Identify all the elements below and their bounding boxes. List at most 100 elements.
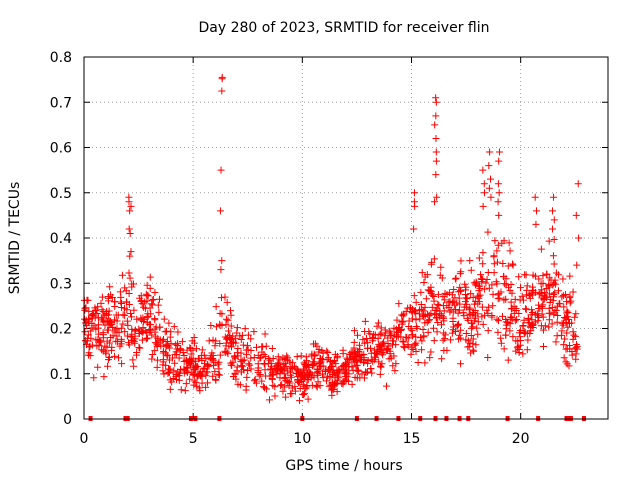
y-tick-label: 0.8 bbox=[50, 50, 72, 66]
data-point bbox=[412, 322, 420, 330]
data-point bbox=[369, 333, 377, 341]
data-point bbox=[428, 258, 436, 266]
data-point bbox=[461, 298, 469, 306]
data-point bbox=[123, 317, 131, 325]
data-point bbox=[268, 345, 276, 353]
data-point bbox=[212, 376, 220, 384]
data-point bbox=[515, 349, 523, 357]
data-point bbox=[216, 371, 224, 379]
data-point bbox=[419, 311, 427, 319]
data-point bbox=[414, 358, 422, 366]
data-point bbox=[432, 112, 440, 120]
data-point bbox=[546, 290, 554, 298]
data-point bbox=[196, 387, 204, 395]
data-point bbox=[455, 320, 463, 328]
data-point bbox=[170, 323, 178, 331]
data-point bbox=[313, 383, 321, 391]
data-point bbox=[537, 322, 545, 330]
data-point bbox=[572, 344, 580, 352]
data-point bbox=[247, 335, 255, 343]
data-point bbox=[531, 310, 539, 318]
data-point bbox=[131, 335, 139, 343]
data-point bbox=[481, 285, 489, 293]
data-point bbox=[256, 372, 264, 380]
data-point bbox=[188, 358, 196, 366]
data-point bbox=[560, 341, 568, 349]
data-point bbox=[221, 347, 229, 355]
data-point bbox=[198, 346, 206, 354]
data-point bbox=[212, 303, 220, 311]
data-point bbox=[367, 365, 375, 373]
data-point bbox=[494, 317, 502, 325]
data-point bbox=[502, 331, 510, 339]
data-point bbox=[209, 351, 217, 359]
data-point bbox=[98, 293, 106, 301]
data-point bbox=[216, 351, 224, 359]
data-point bbox=[466, 304, 474, 312]
data-point bbox=[489, 302, 497, 310]
data-point bbox=[126, 252, 134, 260]
data-point bbox=[297, 352, 305, 360]
data-point bbox=[489, 290, 497, 298]
data-point bbox=[523, 346, 531, 354]
data-point bbox=[569, 288, 577, 296]
data-point bbox=[419, 326, 427, 334]
data-point bbox=[522, 305, 530, 313]
data-point bbox=[494, 295, 502, 303]
data-point bbox=[126, 207, 134, 215]
data-point bbox=[490, 260, 498, 268]
data-point bbox=[412, 339, 420, 347]
data-point bbox=[500, 345, 508, 353]
data-point bbox=[562, 318, 570, 326]
data-point bbox=[247, 365, 255, 373]
data-point bbox=[318, 346, 326, 354]
data-point bbox=[483, 306, 491, 314]
data-point bbox=[548, 207, 556, 215]
data-point bbox=[271, 392, 279, 400]
data-point bbox=[107, 319, 115, 327]
data-point bbox=[466, 339, 474, 347]
data-point bbox=[91, 306, 99, 314]
data-point bbox=[209, 354, 217, 362]
data-point bbox=[104, 362, 112, 370]
data-point bbox=[411, 340, 419, 348]
data-point bbox=[397, 326, 405, 334]
data-point bbox=[560, 313, 568, 321]
data-point bbox=[104, 311, 112, 319]
data-point bbox=[387, 354, 395, 362]
data-point bbox=[103, 308, 111, 316]
data-point bbox=[117, 303, 125, 311]
data-point bbox=[491, 237, 499, 245]
data-point bbox=[103, 317, 111, 325]
data-point bbox=[539, 272, 547, 280]
data-point bbox=[326, 373, 334, 381]
data-point bbox=[325, 382, 333, 390]
data-point bbox=[245, 360, 253, 368]
data-point bbox=[294, 366, 302, 374]
data-point bbox=[341, 370, 349, 378]
data-point bbox=[431, 198, 439, 206]
data-point bbox=[417, 288, 425, 296]
data-point bbox=[182, 380, 190, 388]
data-point bbox=[508, 260, 516, 268]
data-point bbox=[144, 292, 152, 300]
data-point bbox=[497, 334, 505, 342]
data-point bbox=[164, 342, 172, 350]
data-point bbox=[164, 369, 172, 377]
data-point bbox=[265, 396, 273, 404]
data-point bbox=[125, 269, 133, 277]
data-point bbox=[151, 315, 159, 323]
data-point bbox=[211, 342, 219, 350]
data-point bbox=[222, 342, 230, 350]
data-point bbox=[566, 272, 574, 280]
data-point bbox=[549, 281, 557, 289]
data-point bbox=[267, 359, 275, 367]
data-point bbox=[231, 352, 239, 360]
data-point bbox=[160, 335, 168, 343]
data-point bbox=[92, 336, 100, 344]
data-point bbox=[366, 330, 374, 338]
data-point bbox=[138, 300, 146, 308]
data-point bbox=[462, 294, 470, 302]
data-point bbox=[550, 260, 558, 268]
data-point bbox=[485, 303, 493, 311]
